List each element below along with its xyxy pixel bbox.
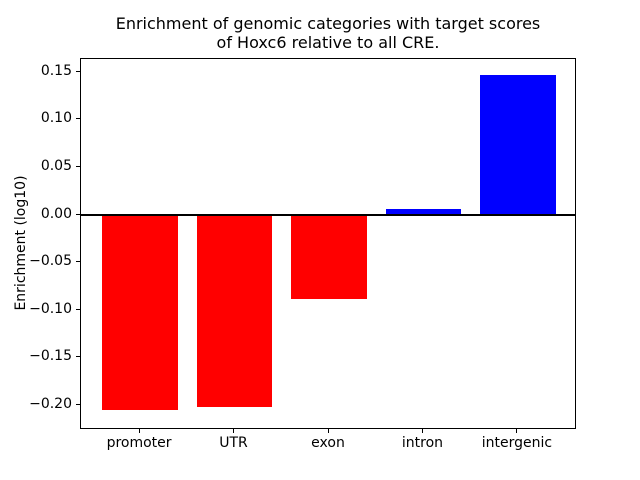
y-tick-mark-−0.10 [76,308,80,310]
y-axis-label: Enrichment (log10) [13,175,29,311]
y-tick-label-0.00: 0.00 [40,205,72,222]
y-tick-mark-−0.20 [76,403,80,405]
y-tick-label-0.10: 0.10 [40,110,72,127]
y-tick-mark-0.00 [76,213,80,215]
x-tick-label-promoter: promoter [106,435,172,451]
bar-intergenic [480,75,556,215]
x-tick-mark-promoter [138,429,140,433]
bar-promoter [102,215,178,410]
y-tick-mark-0.05 [76,165,80,167]
bar-UTR [196,215,273,408]
x-tick-mark-exon [327,429,329,433]
x-tick-mark-intron [421,429,423,433]
y-tick-label-0.15: 0.15 [40,62,72,79]
chart-title-line-2: of Hoxc6 relative to all CRE. [216,33,440,52]
x-tick-label-exon: exon [311,435,345,451]
y-tick-mark-−0.15 [76,356,80,358]
x-tick-label-intergenic: intergenic [481,435,553,451]
x-tick-mark-UTR [233,429,235,433]
y-tick-label-−0.15: −0.15 [29,348,72,365]
y-tick-label-−0.10: −0.10 [29,300,72,317]
bar-intron [385,209,462,215]
x-tick-label-UTR: UTR [219,435,248,451]
plot-area [80,58,576,429]
x-tick-label-intron: intron [401,435,444,451]
y-tick-mark-0.15 [76,70,80,72]
zero-line [81,214,575,216]
chart-title: Enrichment of genomic categories with ta… [80,14,576,52]
y-tick-mark-0.10 [76,118,80,120]
y-tick-label-−0.20: −0.20 [29,395,72,412]
y-tick-label-0.05: 0.05 [40,157,72,174]
chart-title-line-1: Enrichment of genomic categories with ta… [115,14,541,33]
y-tick-mark-−0.05 [76,261,80,263]
x-tick-mark-intergenic [516,429,518,433]
y-tick-label-−0.05: −0.05 [29,253,72,270]
bar-exon [291,215,367,299]
